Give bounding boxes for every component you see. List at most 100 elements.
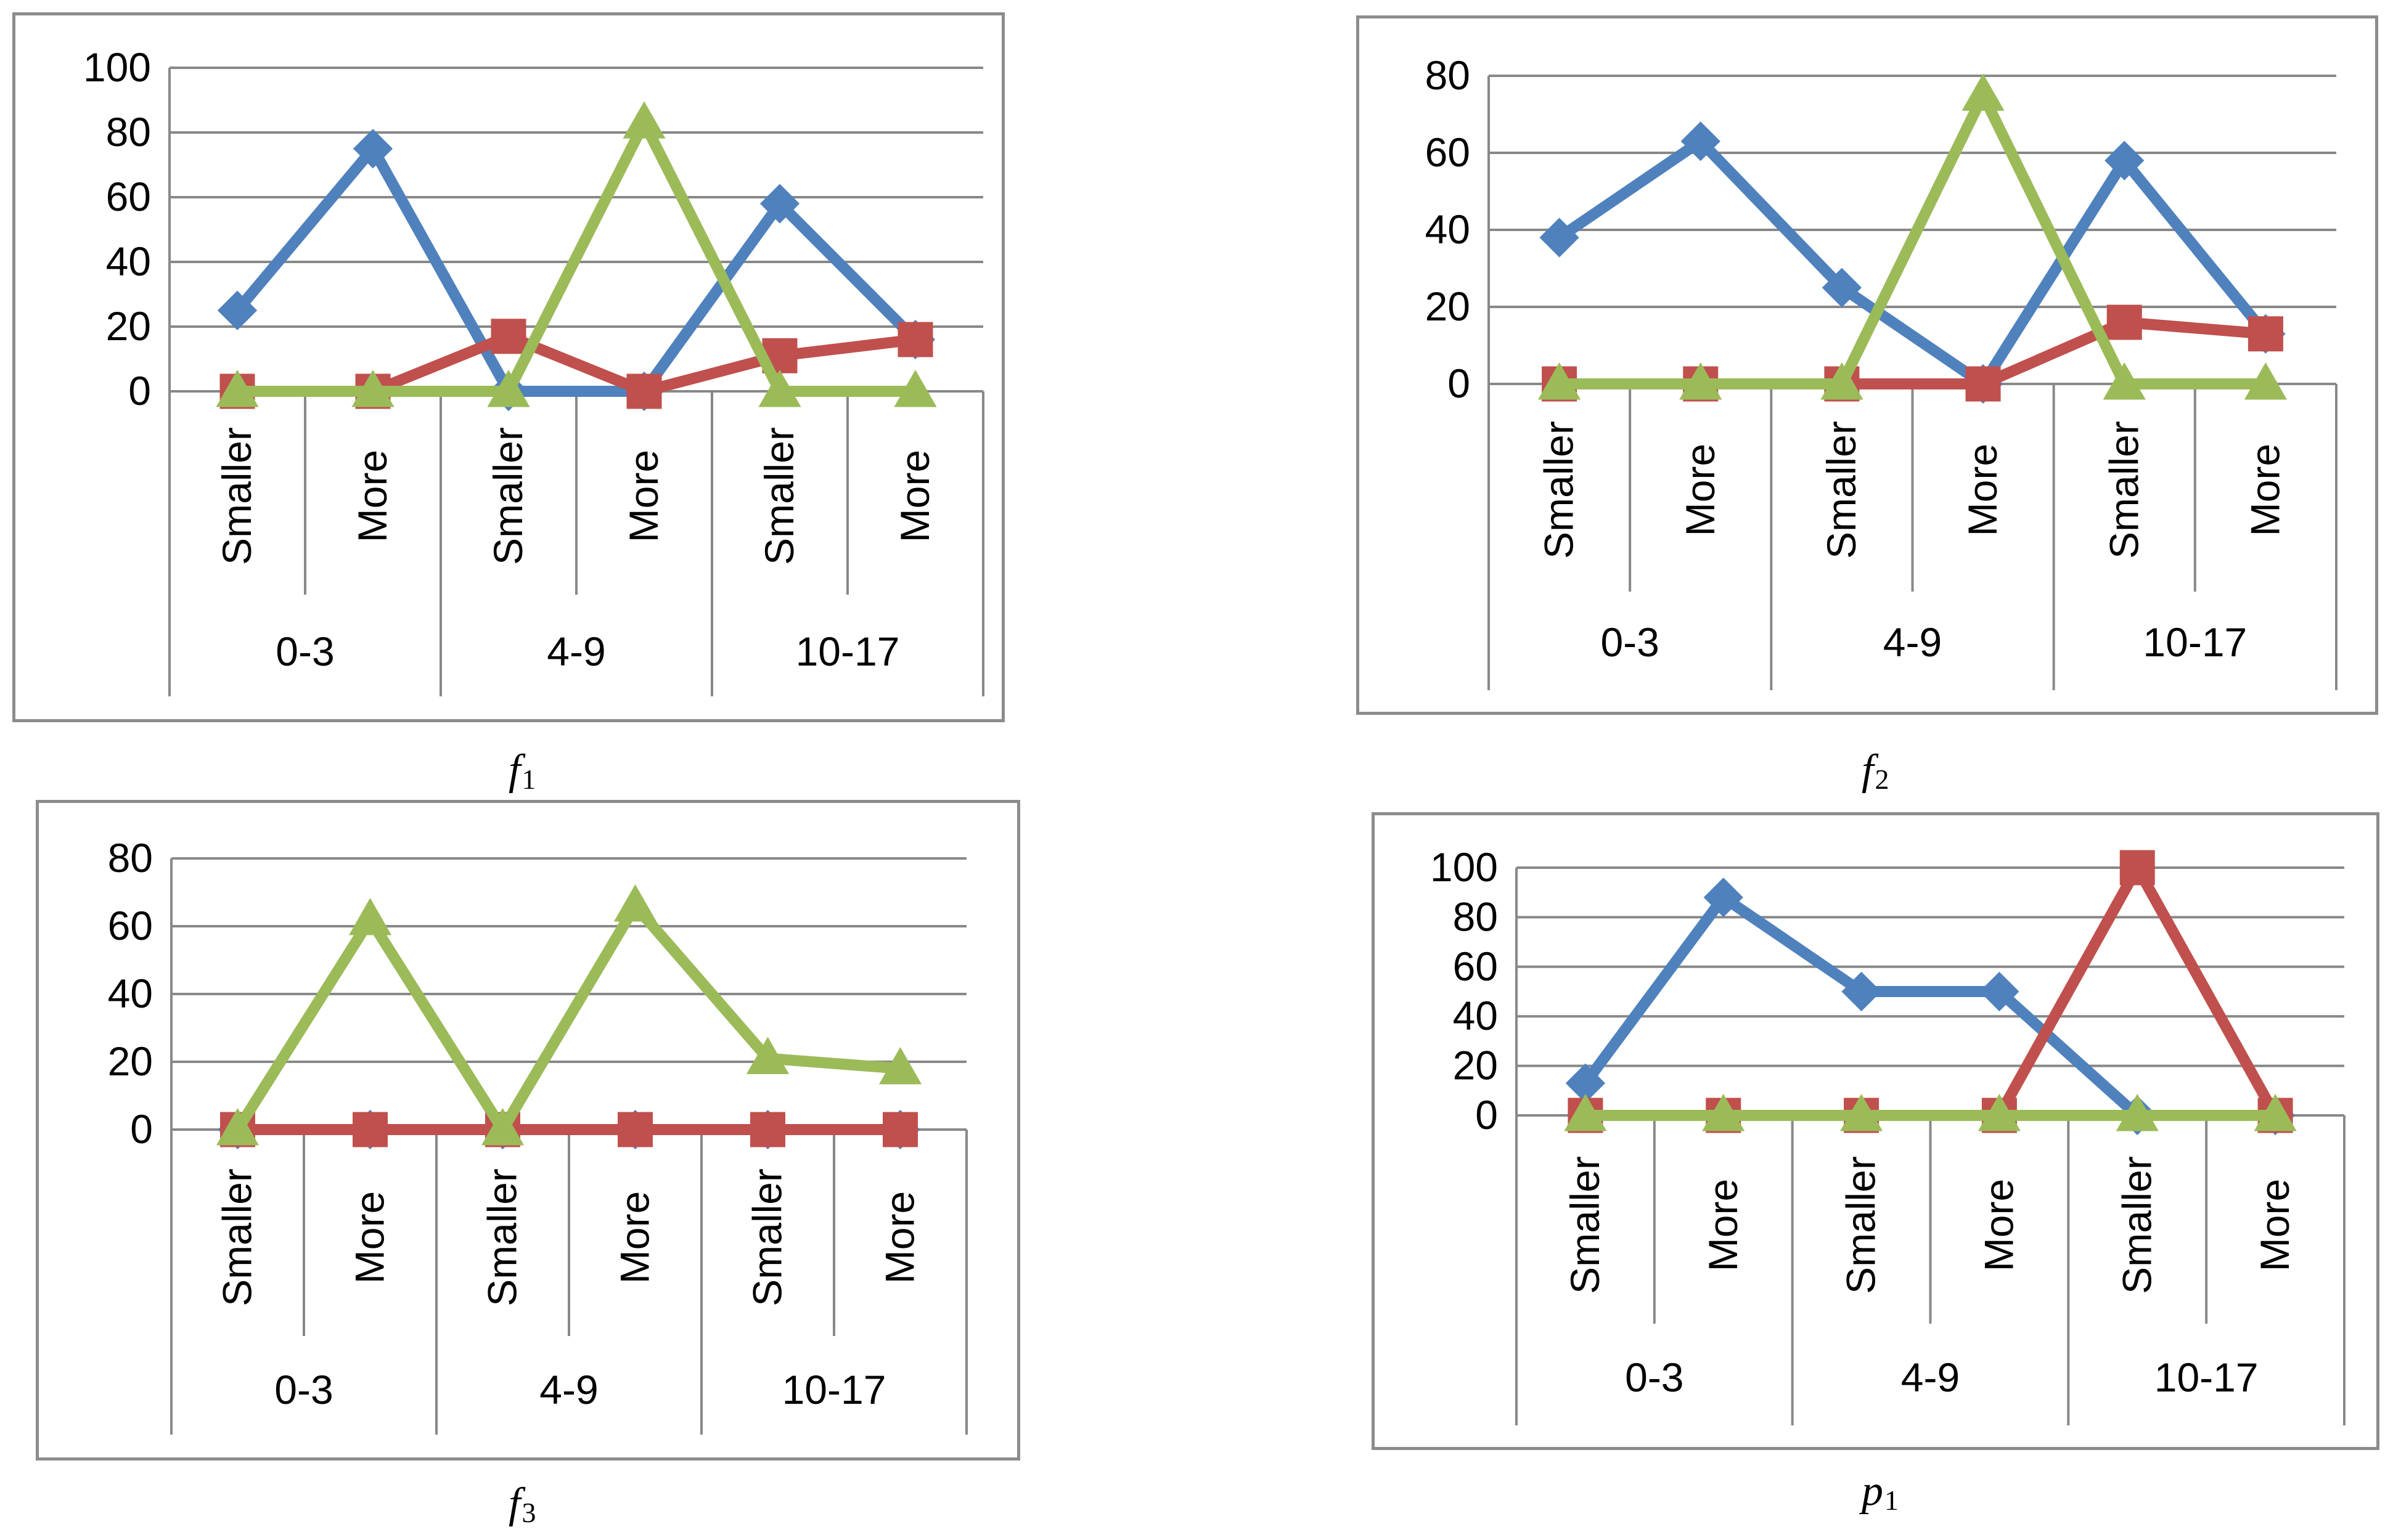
x-category-label: Smaller (1562, 1156, 1608, 1294)
x-group-label: 0-3 (1625, 1355, 1683, 1400)
y-tick-label: 20 (106, 303, 151, 349)
y-tick-label: 0 (1475, 1092, 1498, 1138)
x-category-label: Smaller (480, 1168, 525, 1306)
caption-subscript: 2 (1875, 764, 1889, 795)
series1-point (1680, 121, 1720, 161)
series3-point (1978, 1093, 2021, 1131)
caption-symbol: p (1862, 1467, 1883, 1515)
series2-point (898, 322, 933, 357)
chart-svg: 0 20 40 60 80 Smaller More Smaller More Smaller Mo… (108, 835, 968, 1435)
series3-point (1961, 73, 2005, 111)
series2-point (626, 373, 662, 409)
series3-point (2254, 1093, 2297, 1131)
x-category-label: More (892, 450, 938, 542)
x-category-label: Smaller (485, 427, 531, 565)
series1-point (1539, 218, 1579, 258)
series2-point (2119, 850, 2155, 886)
y-tick-label: 40 (1425, 206, 1470, 252)
series1-point (2104, 141, 2145, 181)
series2-point (491, 319, 526, 354)
series3-point (878, 1046, 922, 1085)
x-category-label: Smaller (2101, 421, 2146, 559)
x-category-label: Smaller (215, 1168, 260, 1306)
chart-panel-f1: 0 20 40 60 80 100 Smaller More Smaller More Smalle… (12, 12, 1005, 722)
x-category-label: More (1960, 444, 2005, 536)
series1-line (1556, 136, 2270, 389)
series3-line (1559, 89, 2266, 389)
y-tick-label: 40 (106, 238, 151, 284)
series3-point (1820, 362, 1863, 400)
x-category-label: Smaller (214, 427, 260, 565)
y-tick-label: 80 (106, 109, 151, 155)
series1-point (1979, 971, 2019, 1012)
series3-point (216, 369, 259, 407)
y-tick-label: 20 (108, 1038, 153, 1084)
series3-point (2103, 362, 2146, 400)
chart-panel-f2: 0 20 40 60 80 Smaller More Smaller More Smaller Mo… (1356, 15, 2378, 715)
x-group-label: 0-3 (276, 629, 334, 674)
x-category-label: More (612, 1191, 658, 1284)
series1-point (1822, 267, 1862, 308)
x-category-label: More (1677, 444, 1723, 536)
series3-point (351, 369, 395, 407)
series3-line (237, 117, 915, 397)
y-tick-label: 40 (108, 971, 153, 1016)
chart-caption-f2: f2 (1862, 746, 1889, 796)
x-category-label: Smaller (2114, 1156, 2159, 1294)
series2-point (883, 1112, 918, 1147)
y-tick-label: 20 (1453, 1043, 1498, 1088)
x-group-label: 10-17 (796, 629, 900, 674)
y-tick-label: 0 (1447, 361, 1470, 406)
y-tick-label: 40 (1453, 993, 1498, 1038)
series2-point (2248, 316, 2283, 352)
series3-point (613, 884, 657, 922)
y-tick-label: 0 (130, 1106, 153, 1152)
series3-point (746, 1037, 790, 1074)
chart-caption-f3: f3 (509, 1479, 536, 1529)
series3-point (1702, 1093, 1745, 1131)
x-category-label: More (2252, 1179, 2297, 1271)
caption-symbol: f (509, 1480, 521, 1527)
series3-point (758, 369, 801, 407)
x-group-label: 10-17 (2143, 619, 2247, 665)
x-group-label: 0-3 (274, 1367, 333, 1412)
y-tick-label: 80 (1425, 52, 1470, 98)
y-tick-label: 80 (1453, 894, 1498, 939)
x-category-label: Smaller (756, 427, 802, 565)
chart-caption-p1: p1 (1862, 1467, 1899, 1517)
y-tick-label: 60 (1425, 129, 1470, 175)
y-tick-label: 60 (106, 174, 151, 219)
x-category-label: More (1976, 1179, 2021, 1271)
x-group-label: 10-17 (782, 1367, 886, 1412)
series3-point (481, 1107, 525, 1146)
series3-point (1564, 1093, 1607, 1131)
series3-point (894, 369, 937, 407)
caption-symbol: f (509, 746, 521, 794)
x-group-label: 4-9 (1901, 1355, 1960, 1400)
caption-subscript: 1 (1884, 1485, 1899, 1516)
x-category-label: More (2242, 444, 2288, 536)
series2-point (618, 1112, 653, 1147)
x-category-label: More (347, 1191, 393, 1284)
y-tick-label: 100 (83, 44, 151, 90)
x-category-label: Smaller (1838, 1156, 1884, 1294)
x-category-label: Smaller (745, 1168, 790, 1306)
series1-point (353, 129, 393, 169)
y-tick-label: 0 (128, 368, 151, 414)
series2-point (1965, 366, 2001, 402)
y-tick-label: 20 (1425, 283, 1470, 329)
series1-line (233, 143, 920, 397)
x-category-label: More (621, 450, 666, 542)
series3-point (623, 101, 666, 139)
x-group-label: 0-3 (1600, 619, 1659, 665)
y-tick-label: 60 (1453, 943, 1498, 989)
series3-line (232, 900, 901, 1135)
series1-point (759, 184, 800, 224)
series3-point (1537, 362, 1581, 400)
x-category-label: Smaller (1818, 421, 1864, 559)
chart-svg: 0 20 40 60 80 100 Smaller More Smaller More Smalle… (83, 44, 984, 696)
series2-line (237, 330, 917, 397)
series3-point (1679, 362, 1722, 400)
chart-panel-p1: 0 20 40 60 80 100 Smaller More Smaller More Smalle… (1372, 812, 2379, 1450)
